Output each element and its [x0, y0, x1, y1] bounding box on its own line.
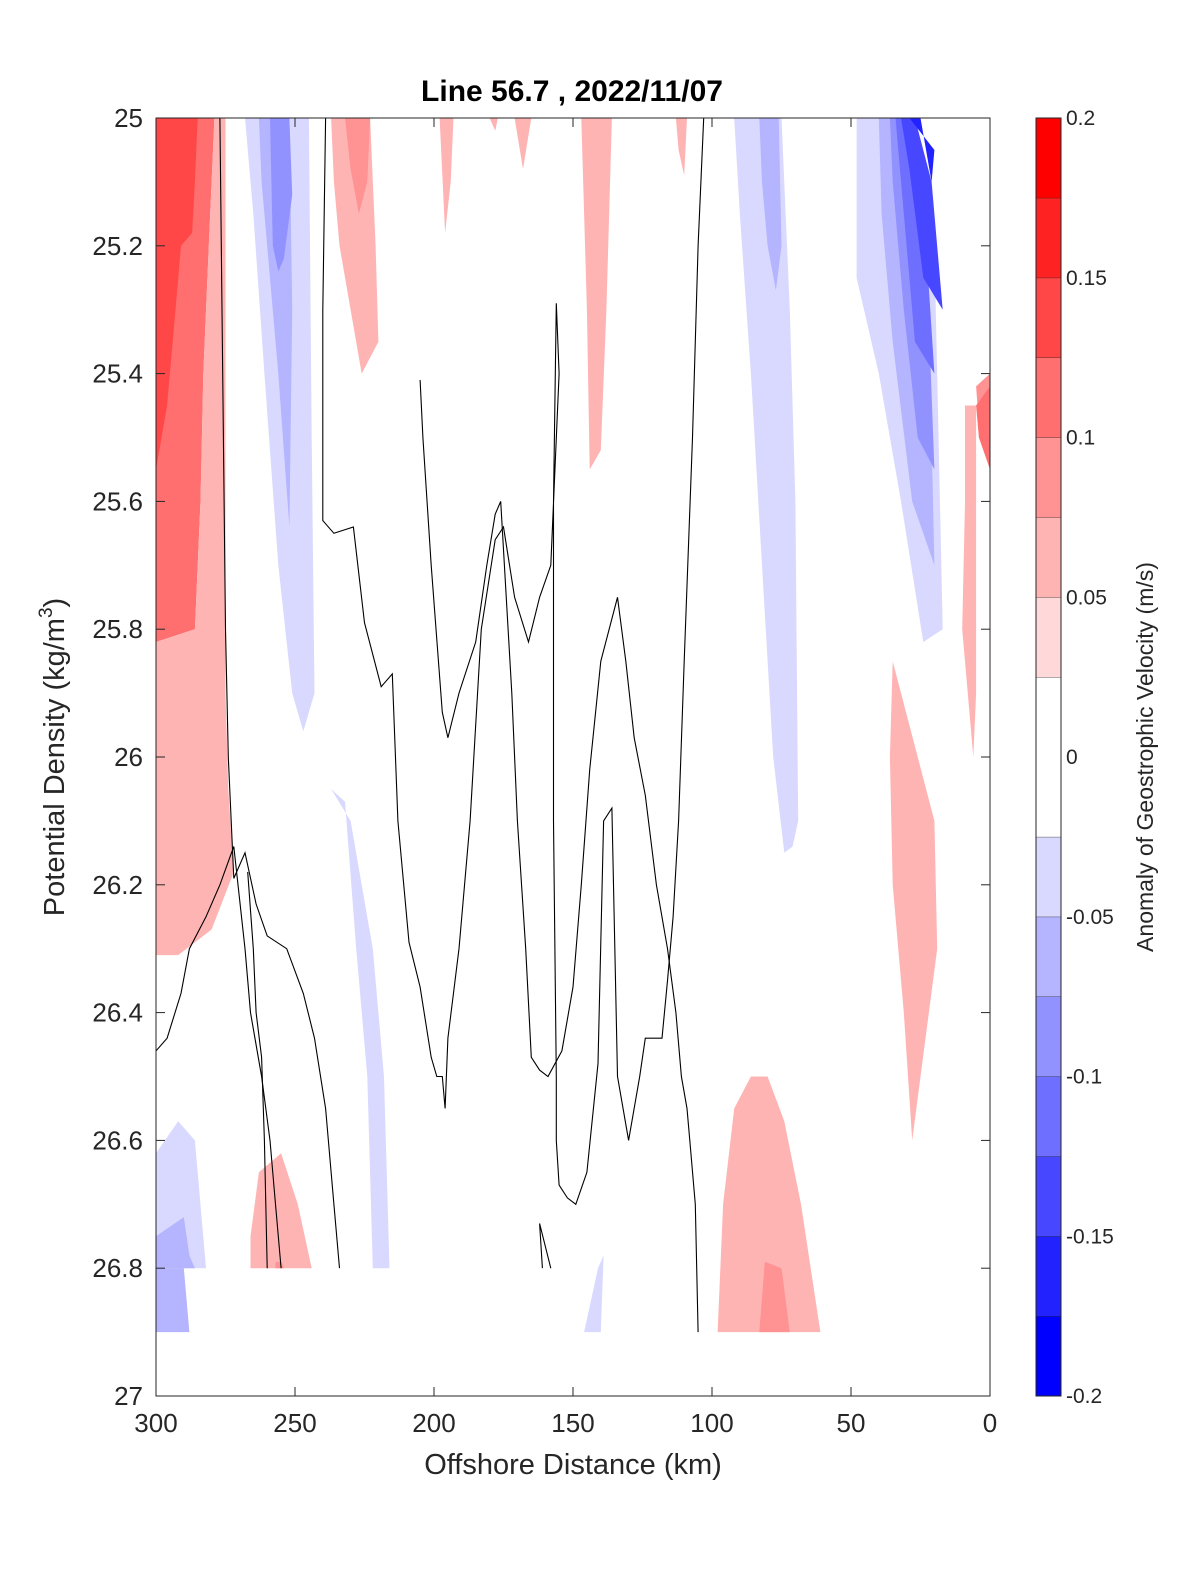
x-tick-label: 100	[690, 1408, 733, 1438]
colorbar-segment	[1036, 118, 1061, 198]
colorbar-tick-label: 0.1	[1066, 427, 1095, 450]
colorbar-frame	[1035, 117, 1062, 1397]
filled-contour-region-3	[242, 118, 315, 732]
colorbar-segment	[1036, 1236, 1061, 1317]
colorbar-segment	[1036, 277, 1061, 358]
y-tick-label: 27	[114, 1381, 143, 1411]
colorbar: -0.2 -0.15 -0.1 -0.05 0 0.05 0.1 0.15 0.2	[1035, 107, 1114, 1408]
y-axis-label-main: Potential Density (kg/m	[39, 618, 71, 916]
colorbar-tick-label: -0.2	[1066, 1385, 1102, 1408]
zero-contour-line-0	[219, 118, 341, 1269]
y-tick-label: 25.4	[92, 359, 143, 389]
y-axis-label: Potential Density (kg/m3)	[36, 598, 71, 916]
filled-contour-region-7	[345, 118, 371, 214]
y-tick-label: 26	[114, 742, 143, 772]
colorbar-tick-label: 0	[1066, 746, 1078, 769]
colorbar-segment	[1036, 1156, 1061, 1237]
filled-contour-region-19	[901, 118, 943, 310]
zero-contour-line-3	[247, 871, 268, 1269]
filled-contour-region-1	[156, 118, 198, 470]
filled-contour-region-2	[156, 118, 234, 956]
colorbar-segment	[1036, 1316, 1061, 1396]
colorbar-segment	[1036, 517, 1061, 598]
chart-title: Line 56.7 , 2022/11/07	[421, 75, 723, 108]
y-tick-label: 26.8	[92, 1253, 143, 1283]
filled-contour-region-13	[734, 118, 799, 853]
filled-contour-region-14	[759, 118, 782, 291]
filled-contour-region-21	[962, 405, 977, 757]
x-tick-label: 250	[273, 1408, 316, 1438]
x-tick-label: 150	[551, 1408, 594, 1438]
colorbar-tick-label: 0.05	[1066, 586, 1107, 609]
zero-contour-line-2	[156, 846, 282, 1269]
filled-contour-region-11	[581, 118, 612, 470]
zero-contour-line-4	[539, 1223, 552, 1269]
colorbar-segment	[1036, 996, 1061, 1077]
filled-contour-region-12	[675, 118, 687, 176]
zero-contour-line-5	[419, 379, 699, 1333]
filled-contour-region-9	[489, 118, 498, 131]
colorbar-segment	[1036, 677, 1061, 837]
colorbar-label: Anomaly of Geostrophic Velocity (m/s)	[1132, 562, 1158, 952]
colorbar-tick-label: -0.1	[1066, 1066, 1102, 1089]
filled-contour-region-24	[889, 661, 938, 1141]
y-tick-label: 25.2	[92, 231, 143, 261]
colorbar-tick-label: 0.2	[1066, 107, 1095, 130]
y-tick-label: 26.4	[92, 998, 143, 1028]
colorbar-tick-label: -0.05	[1066, 906, 1114, 929]
filled-contour-region-30	[156, 1268, 190, 1333]
y-axis-label-close: )	[39, 598, 71, 608]
filled-contour-region-32	[717, 1076, 821, 1333]
colorbar-tick-label: 0.15	[1066, 267, 1107, 290]
y-tick-label: 26.2	[92, 870, 143, 900]
filled-contour-region-5	[270, 118, 293, 272]
y-tick-label: 25.8	[92, 614, 143, 644]
x-tick-label: 0	[983, 1408, 997, 1438]
colorbar-segment	[1036, 1076, 1061, 1157]
colorbar-segment	[1036, 197, 1061, 278]
filled-contour-region-18	[895, 118, 935, 374]
colorbar-segment	[1036, 357, 1061, 438]
colorbar-segment	[1036, 437, 1061, 518]
x-axis-label: Offshore Distance (km)	[424, 1449, 722, 1481]
filled-contour-region-23	[976, 386, 990, 470]
x-tick-label: 300	[134, 1408, 177, 1438]
y-tick-label: 26.6	[92, 1125, 143, 1155]
y-tick-label: 25	[114, 103, 143, 133]
zero-contour-line-1	[322, 118, 705, 1206]
filled-contour-region-31	[584, 1255, 604, 1333]
filled-contour-region-29	[156, 1217, 195, 1269]
filled-contour-region-10	[514, 118, 532, 170]
colorbar-tick-label: -0.15	[1066, 1225, 1114, 1248]
colorbar-segment	[1036, 916, 1061, 997]
y-axis-label-sup: 3	[36, 607, 57, 618]
filled-contour-region-27	[275, 1261, 284, 1269]
filled-contour-region-8	[439, 118, 454, 233]
filled-contour-region-25	[331, 789, 390, 1269]
y-tick-label: 25.6	[92, 486, 143, 516]
colorbar-segment	[1036, 836, 1061, 917]
colorbar-segment	[1036, 597, 1061, 678]
x-tick-label: 50	[837, 1408, 866, 1438]
filled-contour-region-20	[909, 118, 935, 182]
x-tick-label: 200	[412, 1408, 455, 1438]
filled-contour-region-33	[759, 1261, 790, 1333]
